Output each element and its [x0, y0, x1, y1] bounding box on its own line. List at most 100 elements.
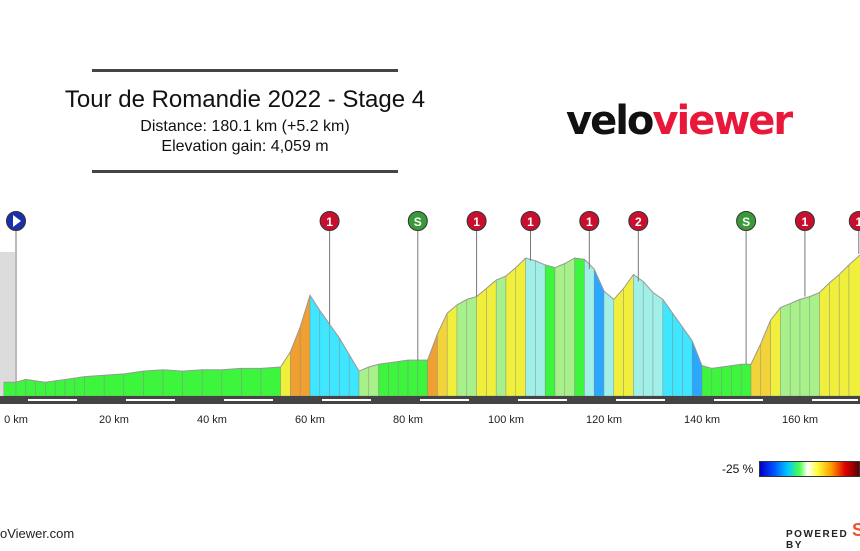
profile-segment: [515, 257, 526, 397]
start-shade: [0, 252, 15, 396]
x-tick-label: 20 km: [99, 414, 129, 426]
profile-segment: [407, 359, 418, 397]
climb-marker-label: 1: [586, 215, 593, 229]
profile-segment: [799, 296, 810, 397]
profile-segment: [64, 377, 76, 397]
profile-segment: [574, 257, 585, 397]
profile-segment: [447, 304, 458, 397]
profile-segment: [45, 380, 56, 397]
profile-segment: [437, 313, 448, 397]
veloviewer-logo: veloviewer: [566, 98, 793, 144]
climb-marker-label: 2: [635, 215, 642, 229]
x-tick-label: 80 km: [393, 414, 423, 426]
profile-segment: [809, 292, 820, 397]
climb-marker-label: S: [414, 215, 422, 229]
profile-segment: [162, 369, 183, 397]
profile-segment: [221, 368, 242, 397]
gradient-legend-bar: [759, 461, 860, 477]
climb-marker-label: 1: [473, 215, 480, 229]
gradient-legend-label: -25 %: [722, 462, 754, 476]
profile-segment: [545, 264, 556, 397]
profile-segment: [201, 369, 223, 397]
profile-segment: [535, 260, 546, 397]
profile-segment: [280, 351, 291, 397]
profile-segment: [780, 303, 791, 397]
profile-segment: [643, 280, 654, 397]
climb-marker: [407, 211, 428, 231]
elevation-text: Elevation gain: 4,059 m: [161, 138, 329, 155]
profile-segment: [682, 326, 693, 397]
profile-segment: [309, 294, 320, 397]
x-tick-label: 160 km: [782, 414, 818, 426]
climb-marker: [736, 211, 757, 231]
distance-text: Distance: 180.1 km (+5.2 km): [140, 118, 350, 135]
profile-segment: [750, 343, 761, 397]
x-tick-label: 40 km: [197, 414, 227, 426]
profile-segment: [662, 298, 673, 397]
profile-segment: [143, 369, 164, 397]
profile-segment: [711, 366, 722, 397]
profile-segment: [25, 379, 36, 397]
profile-outline: [3, 254, 860, 383]
profile-segment: [456, 299, 467, 397]
profile-segment: [260, 366, 281, 397]
profile-segment: [368, 363, 379, 397]
strava-mark: S: [852, 520, 860, 540]
climb-marker: [466, 211, 487, 231]
climb-marker: [628, 211, 649, 231]
climb-marker: [794, 211, 815, 231]
climb-marker: [520, 211, 541, 231]
profile-segment: [378, 362, 389, 397]
profile-segment: [564, 257, 575, 397]
profile-segment: [554, 263, 565, 397]
profile-segment: [329, 323, 340, 397]
x-tick-label: 0 km: [4, 414, 28, 426]
profile-segment: [525, 257, 536, 397]
profile-segment: [839, 264, 850, 397]
profile-segment: [3, 382, 17, 397]
profile-segment: [398, 359, 409, 397]
profile-segment: [505, 267, 516, 397]
profile-segment: [603, 290, 614, 397]
profile-segment: [731, 364, 742, 397]
climb-marker-label: 1: [326, 215, 333, 229]
profile-segment: [290, 326, 301, 397]
profile-segment: [652, 292, 663, 397]
profile-segment: [829, 274, 840, 397]
climb-marker-label: 1: [855, 215, 860, 229]
profile-segment: [790, 299, 801, 397]
profile-segment: [692, 340, 703, 397]
profile-segment: [358, 366, 369, 397]
profile-segment: [584, 258, 595, 397]
profile-segment: [496, 275, 507, 397]
footer-site-text[interactable]: oViewer.com: [0, 526, 75, 541]
profile-segment: [721, 365, 732, 397]
profile-segment: [103, 373, 125, 397]
climb-marker-label: 1: [802, 215, 809, 229]
profile-segment: [848, 254, 860, 397]
x-tick-label: 120 km: [586, 414, 622, 426]
profile-segment: [388, 361, 399, 397]
profile-segment: [741, 364, 752, 397]
header-rule-top: [92, 69, 398, 72]
profile-segment: [633, 274, 644, 397]
profile-segment: [770, 307, 781, 397]
profile-segment: [701, 365, 712, 397]
profile-segment: [417, 359, 428, 397]
profile-segment: [819, 282, 830, 397]
x-tick-label: 140 km: [684, 414, 720, 426]
x-tick-label: 100 km: [488, 414, 524, 426]
climb-marker: [848, 211, 860, 231]
x-tick-label: 60 km: [295, 414, 325, 426]
profile-segment: [74, 376, 85, 397]
footer-powered-text: POWERED BY: [786, 529, 849, 551]
profile-segment: [55, 379, 66, 397]
climb-marker-label: 1: [527, 215, 534, 229]
profile-segment: [35, 380, 46, 397]
climb-marker-label: S: [742, 215, 750, 229]
climb-marker: [579, 211, 600, 231]
profile-segment: [476, 287, 487, 397]
profile-segment: [613, 287, 624, 397]
chart-title: Tour de Romandie 2022 - Stage 4: [64, 86, 426, 113]
